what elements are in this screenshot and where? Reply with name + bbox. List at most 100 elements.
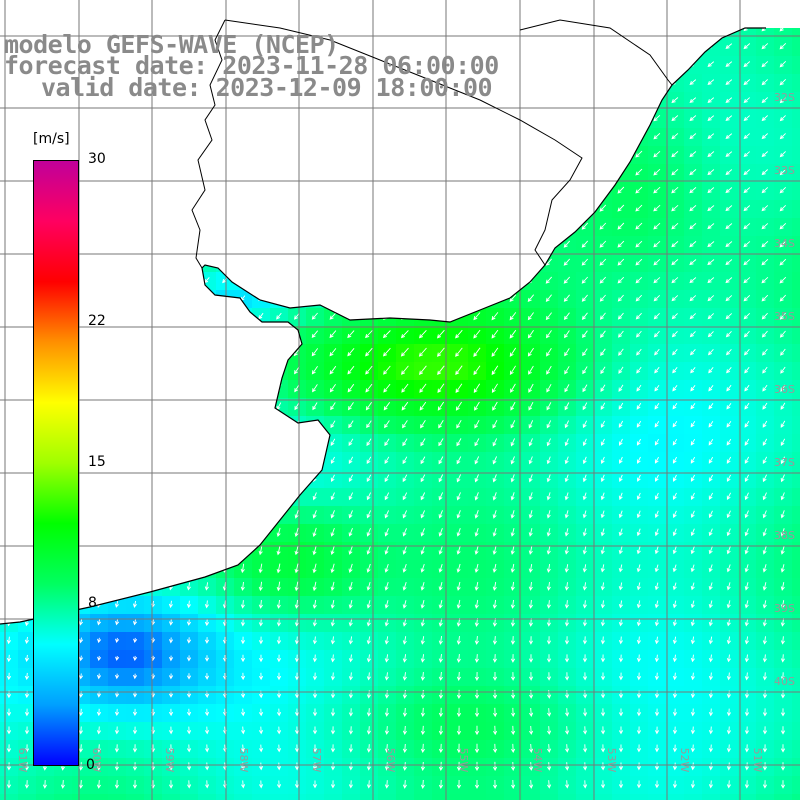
wind-arrow <box>5 240 13 248</box>
wind-speed-cell <box>684 668 703 687</box>
wind-speed-cell <box>306 110 325 129</box>
wind-arrow <box>204 582 209 591</box>
longitude-label: 52W <box>678 748 691 773</box>
wind-speed-cell <box>324 326 343 345</box>
wind-speed-cell <box>414 362 433 381</box>
wind-arrow <box>564 510 569 519</box>
wind-speed-cell <box>0 110 19 129</box>
wind-speed-cell <box>126 200 145 219</box>
wind-arrow <box>617 28 624 32</box>
wind-arrow <box>762 600 767 609</box>
wind-arrow <box>636 654 641 663</box>
wind-arrow <box>311 312 318 320</box>
wind-speed-cell <box>738 488 757 507</box>
wind-speed-cell <box>288 254 307 273</box>
wind-arrow <box>654 546 659 555</box>
wind-speed-cell <box>0 506 19 525</box>
wind-arrow <box>563 28 570 32</box>
wind-arrow <box>563 258 571 266</box>
wind-arrow <box>491 312 499 321</box>
wind-arrow <box>203 240 210 248</box>
wind-arrow <box>347 402 354 411</box>
wind-arrow <box>205 780 210 789</box>
wind-speed-cell <box>756 632 775 651</box>
wind-arrow <box>168 619 174 626</box>
wind-arrow <box>132 619 138 626</box>
wind-speed-cell <box>432 218 451 237</box>
wind-speed-cell <box>702 632 721 651</box>
wind-speed-cell <box>450 794 469 800</box>
wind-arrow <box>400 347 409 357</box>
wind-arrow <box>762 456 768 465</box>
wind-arrow <box>617 60 625 68</box>
wind-arrow <box>258 187 264 194</box>
wind-speed-cell <box>324 110 343 129</box>
wind-arrow <box>402 510 408 519</box>
wind-speed-cell <box>126 236 145 255</box>
wind-arrow <box>654 780 660 789</box>
wind-arrow <box>259 780 264 789</box>
wind-speed-cell <box>270 578 289 597</box>
wind-arrow <box>654 528 659 537</box>
wind-arrow <box>240 438 245 447</box>
wind-speed-cell <box>576 290 595 309</box>
wind-arrow <box>5 258 13 266</box>
wind-arrow <box>221 240 228 248</box>
wind-arrow <box>455 240 463 248</box>
wind-arrow <box>493 725 498 736</box>
wind-speed-cell <box>0 380 19 399</box>
wind-speed-cell <box>648 308 667 327</box>
wind-speed-cell <box>252 254 271 273</box>
wind-speed-cell <box>108 434 127 453</box>
wind-arrow <box>726 438 732 446</box>
wind-arrow <box>654 474 659 482</box>
wind-arrow <box>24 672 30 681</box>
wind-arrow <box>672 744 678 753</box>
wind-arrow <box>167 276 174 284</box>
wind-arrow <box>276 744 282 753</box>
wind-arrow <box>672 403 678 410</box>
wind-arrow <box>725 187 733 194</box>
wind-arrow <box>96 546 101 555</box>
wind-arrow <box>168 744 174 753</box>
wind-arrow <box>258 672 264 681</box>
wind-speed-cell <box>594 164 613 183</box>
wind-speed-cell <box>252 542 271 561</box>
wind-speed-cell <box>288 236 307 255</box>
wind-speed-cell <box>648 560 667 579</box>
wind-speed-cell <box>522 362 541 381</box>
wind-arrow <box>510 510 515 519</box>
wind-arrow <box>312 672 318 681</box>
wind-speed-cell <box>324 182 343 201</box>
wind-arrow <box>402 600 407 609</box>
wind-speed-cell <box>414 596 433 615</box>
wind-arrow <box>527 204 534 212</box>
wind-speed-cell <box>342 164 361 183</box>
wind-speed-cell <box>288 578 307 597</box>
wind-speed-cell <box>0 344 19 363</box>
wind-arrow <box>384 492 390 501</box>
wind-arrow <box>330 744 336 753</box>
wind-arrow <box>690 546 695 555</box>
wind-arrow <box>204 348 210 357</box>
wind-speed-cell <box>540 542 559 561</box>
wind-speed-cell <box>162 434 181 453</box>
wind-arrow <box>456 545 461 555</box>
wind-speed-cell <box>144 218 163 237</box>
wind-speed-cell <box>90 524 109 543</box>
wind-speed-cell <box>216 506 235 525</box>
wind-arrow <box>365 205 372 212</box>
wind-arrow <box>725 223 733 230</box>
wind-speed-cell <box>774 596 793 615</box>
wind-arrow <box>527 240 535 248</box>
wind-speed-cell <box>792 668 800 687</box>
wind-speed-cell <box>594 560 613 579</box>
wind-speed-cell <box>630 614 649 633</box>
wind-speed-cell <box>666 650 685 669</box>
wind-speed-cell <box>252 110 271 129</box>
wind-arrow <box>114 744 119 753</box>
wind-arrow <box>366 708 371 717</box>
wind-arrow <box>546 420 552 429</box>
wind-speed-cell <box>774 488 793 507</box>
wind-speed-cell <box>486 308 505 327</box>
